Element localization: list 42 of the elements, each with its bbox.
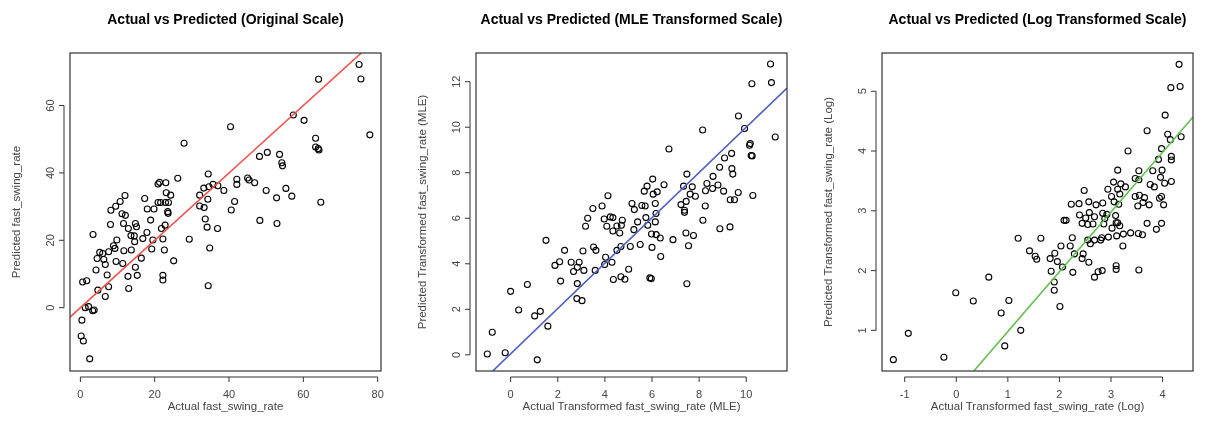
x-axis-title: Actual Transformed fast_swing_rate (MLE) [522,400,741,412]
y-tick-label: 6 [450,215,462,222]
x-tick-label: 1 [1004,388,1011,400]
x-tick-label: 0 [77,388,84,400]
chart-title: Actual vs Predicted (Original Scale) [107,11,344,27]
y-tick-label: 1 [856,327,868,334]
y-tick-label: 12 [450,75,462,88]
y-axis-title: Predicted fast_swing_rate [10,145,22,279]
y-tick-label: 4 [856,147,868,155]
x-tick-label: 2 [554,388,561,400]
x-tick-label: 6 [648,388,656,400]
x-tick-label: 40 [222,388,236,400]
chart-title: Actual vs Predicted (Log Transformed Scale) [888,11,1187,27]
y-tick-label: 60 [44,99,56,112]
y-tick-label: 5 [856,88,868,95]
x-axis-title: Actual Transformed fast_swing_rate (Log) [930,400,1145,412]
y-tick-label: 10 [450,121,462,134]
y-tick-label: 2 [856,267,868,274]
y-tick-label: 20 [44,234,56,247]
x-tick-label: 3 [1107,388,1115,400]
chart-title: Actual vs Predicted (MLE Transformed Scale) [480,11,783,27]
x-tick-label: -1 [899,388,910,400]
y-axis-title: Predicted Transformed fast_swing_rate (MLE) [416,94,428,330]
y-tick-label: 4 [450,260,462,267]
x-tick-label: 2 [1056,388,1063,400]
x-tick-label: 60 [297,388,310,400]
x-tick-label: 20 [148,388,161,400]
x-tick-label: 4 [1159,388,1166,400]
x-tick-label: 4 [601,388,608,400]
x-axis-title: Actual fast_swing_rate [167,400,284,412]
y-tick-label: 2 [450,306,462,313]
y-axis-title: Predicted Transformed fast_swing_rate (Log) [822,96,834,328]
x-tick-label: 8 [696,388,703,400]
y-tick-label: 0 [450,351,462,358]
y-tick-label: 3 [856,207,868,214]
y-tick-label: 0 [44,304,56,311]
y-tick-label: 8 [450,169,462,176]
y-tick-label: 40 [44,166,56,180]
x-tick-label: 80 [371,388,384,400]
x-tick-label: 0 [953,388,960,400]
x-tick-label: 10 [740,388,753,400]
x-tick-label: 0 [507,388,514,400]
